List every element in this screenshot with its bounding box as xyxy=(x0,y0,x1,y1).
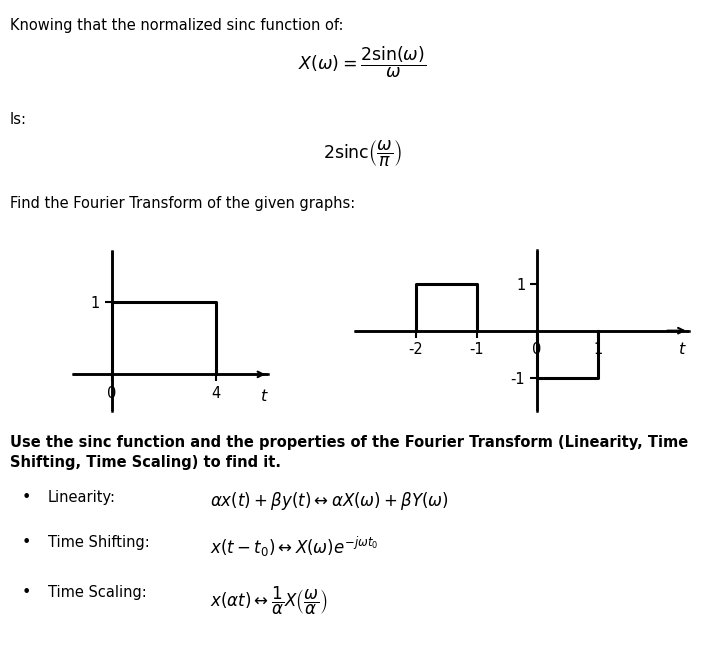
Text: Time Scaling:: Time Scaling: xyxy=(48,585,146,600)
Text: Find the Fourier Transform of the given graphs:: Find the Fourier Transform of the given … xyxy=(10,196,355,211)
Text: $X(\omega) = \dfrac{2\sin(\omega)}{\omega}$: $X(\omega) = \dfrac{2\sin(\omega)}{\omeg… xyxy=(298,45,426,80)
Text: •: • xyxy=(22,585,31,600)
Text: $t$: $t$ xyxy=(260,387,269,403)
Text: Time Shifting:: Time Shifting: xyxy=(48,535,150,550)
Text: Knowing that the normalized sinc function of:: Knowing that the normalized sinc functio… xyxy=(10,18,344,33)
Text: $x(\alpha t) \leftrightarrow \dfrac{1}{\alpha}X\left(\dfrac{\omega}{\alpha}\righ: $x(\alpha t) \leftrightarrow \dfrac{1}{\… xyxy=(210,585,328,617)
Text: Shifting, Time Scaling) to find it.: Shifting, Time Scaling) to find it. xyxy=(10,455,281,470)
Text: $\alpha x(t) + \beta y(t) \leftrightarrow \alpha X(\omega) + \beta Y(\omega)$: $\alpha x(t) + \beta y(t) \leftrightarro… xyxy=(210,490,449,512)
Text: $x(t - t_0) \leftrightarrow X(\omega)e^{-j\omega t_0}$: $x(t - t_0) \leftrightarrow X(\omega)e^{… xyxy=(210,535,378,559)
Text: •: • xyxy=(22,535,31,550)
Text: •: • xyxy=(22,490,31,505)
Text: Is:: Is: xyxy=(10,112,27,127)
Text: Linearity:: Linearity: xyxy=(48,490,116,505)
Text: $t$: $t$ xyxy=(679,341,687,357)
Text: $2\mathrm{sinc}\left(\dfrac{\omega}{\pi}\right)$: $2\mathrm{sinc}\left(\dfrac{\omega}{\pi}… xyxy=(323,138,402,168)
Text: Use the sinc function and the properties of the Fourier Transform (Linearity, Ti: Use the sinc function and the properties… xyxy=(10,435,688,450)
